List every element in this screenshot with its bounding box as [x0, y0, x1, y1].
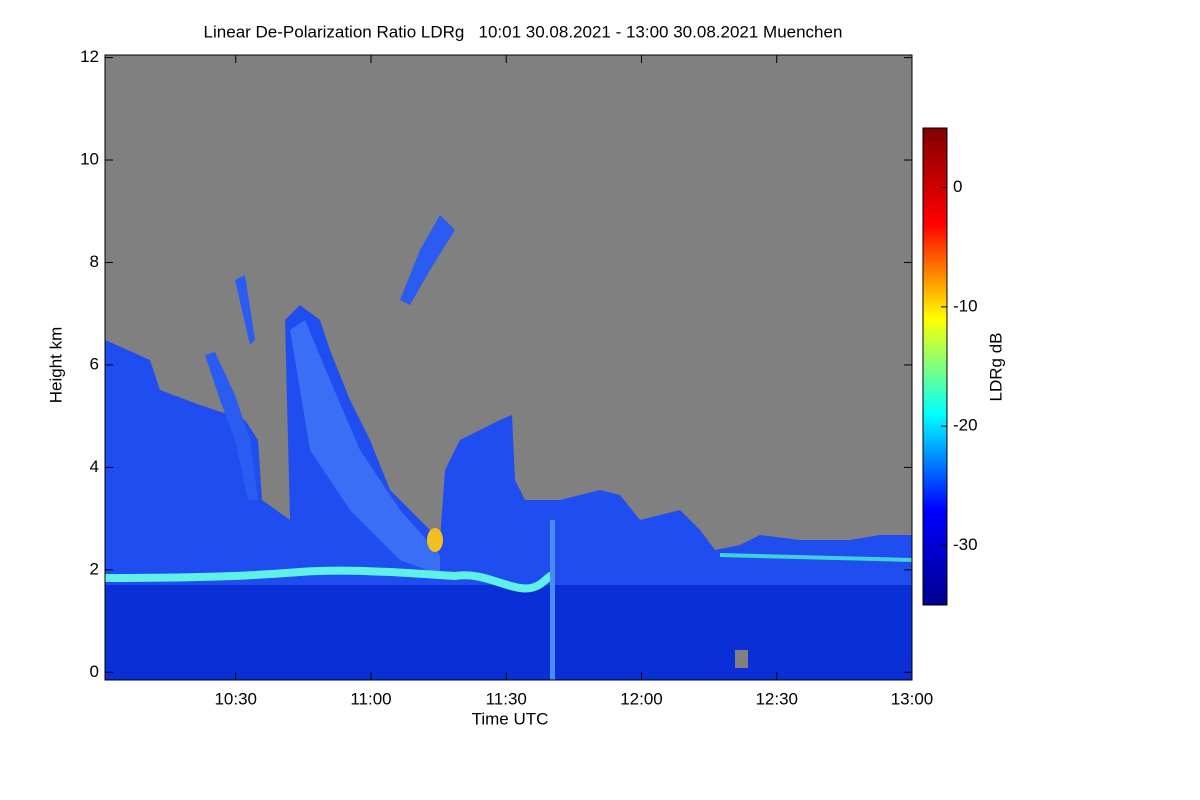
plot-frame — [104, 54, 913, 681]
chart-title: Linear De-Polarization Ratio LDRg 10:01 … — [204, 22, 843, 41]
colorbar-tick-label: 0 — [953, 177, 962, 196]
colorbar-tick-label: -20 — [953, 416, 978, 435]
x-tick-label: 12:00 — [620, 689, 663, 708]
cloud-streak — [550, 520, 555, 680]
colorbar — [922, 127, 948, 606]
dark-gap — [735, 650, 748, 668]
x-tick-label: 11:00 — [350, 689, 391, 708]
heatmap-field — [105, 55, 912, 680]
cloud-streak — [290, 320, 440, 575]
x-tick-label: 13:00 — [891, 689, 934, 708]
cloud-streak — [205, 352, 258, 500]
y-tick-label: 6 — [90, 354, 99, 373]
aerosol-layer — [719, 553, 912, 562]
y-tick-label: 12 — [80, 47, 99, 66]
x-tick-label: 12:30 — [755, 689, 798, 708]
colorbar-tick-label: -10 — [953, 296, 978, 315]
hotspot — [427, 528, 443, 552]
colorbar-tick-label: -30 — [953, 535, 978, 554]
cloud-streak — [400, 215, 455, 305]
y-tick-label: 4 — [90, 457, 99, 476]
x-tick-label: 11:30 — [486, 689, 527, 708]
y-tick-label: 0 — [90, 662, 99, 681]
y-axis-label: Height km — [46, 327, 65, 404]
y-tick-label: 8 — [90, 252, 99, 271]
lower-layer — [105, 585, 912, 680]
y-tick-label: 2 — [90, 559, 99, 578]
y-tick-label: 10 — [80, 150, 99, 169]
x-tick-label: 10:30 — [214, 689, 257, 708]
cloud-streak — [235, 275, 255, 345]
x-axis-label: Time UTC — [472, 709, 549, 728]
aerosol-layer — [105, 566, 555, 593]
colorbar-label: LDRg dB — [986, 333, 1005, 402]
